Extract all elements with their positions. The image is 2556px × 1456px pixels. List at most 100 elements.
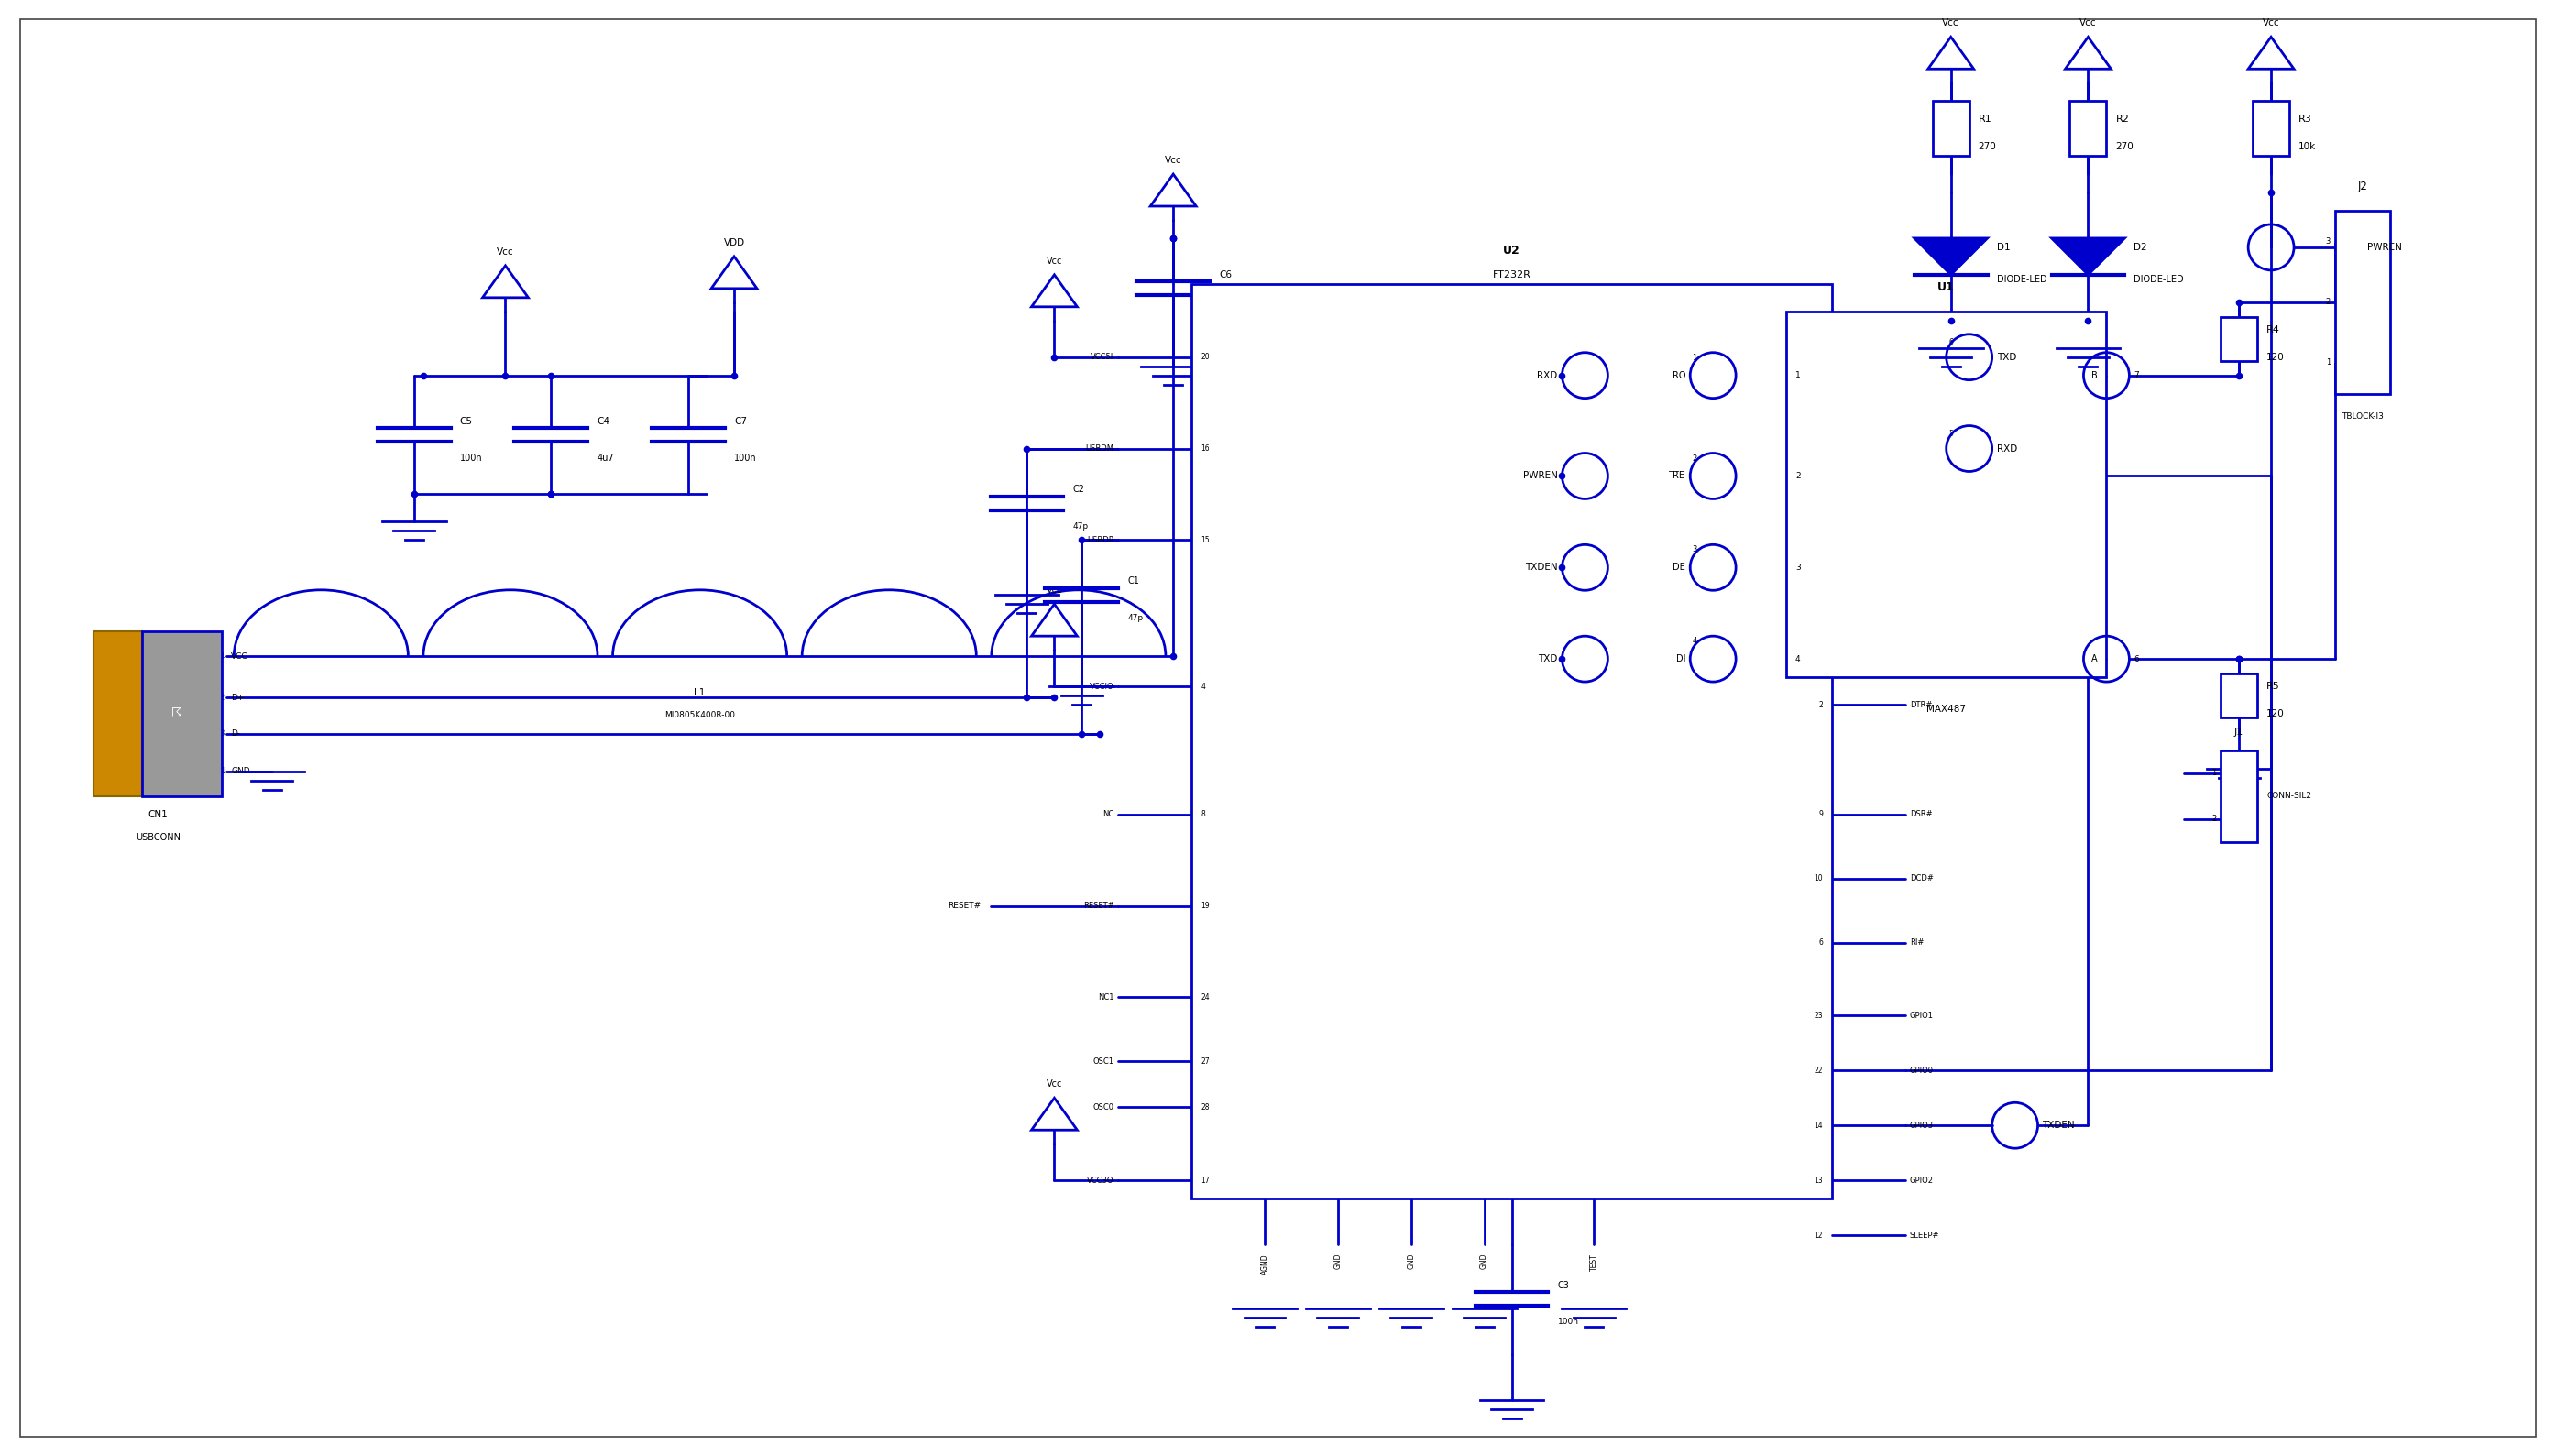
Text: 100n: 100n (734, 453, 757, 463)
Bar (2336, 211, 2390, 393)
Text: A: A (2091, 654, 2098, 664)
Text: FT232R: FT232R (1493, 271, 1531, 280)
Text: 15: 15 (1201, 536, 1209, 545)
Text: 24: 24 (1201, 993, 1209, 1002)
Text: RESET#: RESET# (1084, 901, 1114, 910)
Text: C5: C5 (460, 416, 473, 425)
Text: CONN-SIL2: CONN-SIL2 (2267, 792, 2311, 801)
Text: 1: 1 (2326, 358, 2331, 367)
Text: 20: 20 (1201, 352, 1209, 361)
Polygon shape (1914, 239, 1989, 275)
Text: 47p: 47p (1127, 613, 1143, 622)
Text: 100n: 100n (1557, 1318, 1580, 1326)
Text: D1: D1 (1996, 243, 2009, 252)
Text: C6: C6 (1219, 271, 1232, 280)
Text: TXD: TXD (1909, 352, 1925, 361)
Text: CTS#: CTS# (1909, 628, 1930, 636)
Text: 1: 1 (1692, 354, 1697, 361)
Text: 1: 1 (1794, 371, 1799, 380)
Text: Vcc: Vcc (1045, 256, 1063, 265)
Text: 12: 12 (1815, 1232, 1822, 1239)
Text: 13: 13 (1815, 1176, 1822, 1184)
Text: GND: GND (1334, 1254, 1342, 1270)
Text: J1: J1 (2234, 728, 2244, 737)
Text: R3: R3 (2298, 115, 2313, 124)
Text: B: B (2091, 371, 2098, 380)
Text: PWREN: PWREN (1523, 472, 1557, 480)
Text: NC: NC (1102, 811, 1114, 818)
Text: 10: 10 (1815, 875, 1822, 882)
Bar (2252, 100, 2290, 156)
Text: R1: R1 (1978, 115, 1991, 124)
Text: OSC1: OSC1 (1094, 1057, 1114, 1066)
Text: 120: 120 (2267, 352, 2285, 361)
Text: NC1: NC1 (1097, 993, 1114, 1002)
Text: C7: C7 (734, 416, 746, 425)
Text: OSC0: OSC0 (1094, 1104, 1114, 1111)
Text: 16: 16 (1201, 444, 1209, 453)
Polygon shape (2052, 239, 2124, 275)
Text: GPIO3: GPIO3 (1909, 1121, 1935, 1130)
Text: DTR#: DTR# (1909, 700, 1932, 709)
Text: RESET#: RESET# (948, 901, 982, 910)
Text: 14: 14 (1815, 1121, 1822, 1130)
Text: GPIO2: GPIO2 (1909, 1176, 1932, 1184)
Text: D+: D+ (230, 693, 245, 702)
Text: Vcc: Vcc (2081, 19, 2096, 28)
Text: Vcc: Vcc (1943, 19, 1960, 28)
Text: RO: RO (1672, 371, 1684, 380)
Text: 3: 3 (220, 729, 225, 738)
Bar (1191, 284, 1833, 1198)
Text: GND: GND (1406, 1254, 1416, 1270)
Text: 4: 4 (1201, 683, 1206, 690)
Text: TXD: TXD (1539, 654, 1557, 664)
Text: USBDP: USBDP (1086, 536, 1114, 545)
Text: SLEEP#: SLEEP# (1909, 1232, 1940, 1239)
Text: 5: 5 (1817, 444, 1822, 453)
Text: RTS#: RTS# (1909, 555, 1930, 562)
Text: 4u7: 4u7 (598, 453, 613, 463)
Text: C2: C2 (1074, 485, 1084, 494)
Text: 8: 8 (1201, 811, 1204, 818)
Text: TXD: TXD (1996, 352, 2017, 361)
Text: RI#: RI# (1909, 938, 1925, 946)
Text: C4: C4 (598, 416, 611, 425)
Text: Vcc: Vcc (496, 248, 514, 256)
Text: 3: 3 (2326, 237, 2331, 246)
Text: J2: J2 (2357, 181, 2367, 192)
Text: CN1: CN1 (148, 810, 169, 820)
Text: 10n: 10n (1219, 307, 1237, 316)
Text: USBDM: USBDM (1086, 444, 1114, 453)
Bar (95, 632, 143, 796)
Text: L1: L1 (695, 689, 705, 697)
Text: 4: 4 (1692, 636, 1697, 645)
Text: RXD: RXD (1909, 444, 1927, 453)
Text: 2: 2 (2326, 298, 2331, 306)
Text: R5: R5 (2267, 681, 2280, 692)
Text: DCD#: DCD# (1909, 875, 1932, 882)
Text: 2: 2 (2211, 815, 2216, 823)
Text: 10k: 10k (2298, 143, 2316, 151)
Text: 2: 2 (1692, 454, 1697, 463)
Text: C3: C3 (1557, 1281, 1569, 1290)
Text: 22: 22 (1815, 1066, 1822, 1075)
Text: DIODE-LED: DIODE-LED (1996, 275, 2047, 284)
Text: GND: GND (1480, 1254, 1488, 1270)
Text: 3: 3 (1794, 563, 1799, 572)
Text: DSR#: DSR# (1909, 811, 1932, 818)
Text: MI0805K400R-00: MI0805K400R-00 (665, 711, 736, 719)
Bar (1932, 100, 1968, 156)
Text: 6: 6 (2134, 655, 2139, 662)
Text: 17: 17 (1201, 1176, 1209, 1184)
Text: PWREN: PWREN (2367, 243, 2403, 252)
Text: GPIO1: GPIO1 (1909, 1012, 1932, 1019)
Text: MAX487: MAX487 (1927, 705, 1966, 713)
Text: ☈: ☈ (171, 708, 181, 719)
Bar (2221, 317, 2257, 361)
Text: Vcc: Vcc (1045, 585, 1063, 596)
Text: 2: 2 (220, 693, 225, 702)
Text: 6: 6 (1948, 338, 1953, 347)
Text: 7: 7 (2134, 371, 2139, 380)
Text: 19: 19 (1201, 901, 1209, 910)
Text: 28: 28 (1201, 1104, 1209, 1111)
